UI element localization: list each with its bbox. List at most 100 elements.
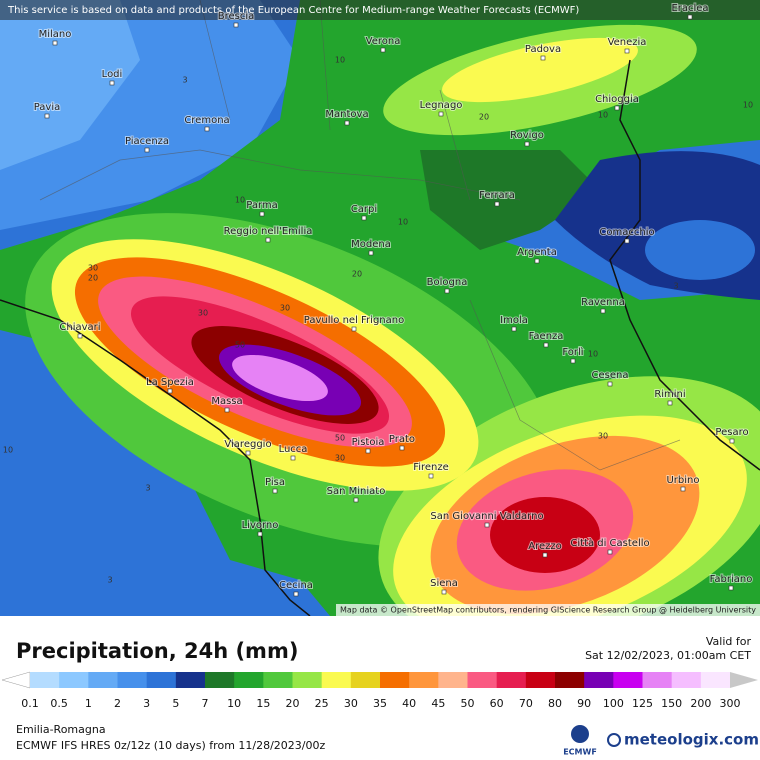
color-segment [642,672,673,688]
legend: Precipitation, 24h (mm) Valid for Sat 12… [1,635,759,757]
contour-label: 10 [743,101,753,110]
city-dot [399,445,405,451]
precip-area [0,0,140,170]
city-label: Parma [246,200,278,211]
city: Milano [38,28,72,46]
city: Fabriano [709,573,753,591]
color-segment [292,672,323,688]
city-label: Città di Castello [570,537,649,549]
city-label: Modena [351,239,391,250]
color-segment [613,672,643,688]
city: Eraclea [670,2,710,20]
colorbar-label: 125 [632,697,653,710]
contour-label: 20 [88,274,98,283]
header-bar [0,0,760,20]
city: Verona [365,35,401,53]
city-label: Carpi [351,204,377,215]
city: Parma [245,199,279,217]
legend-title: Precipitation, 24h (mm) [16,639,298,663]
contour-label: 30 [198,309,208,318]
city: Comacchio [598,226,656,244]
colorbar-label: 15 [256,697,270,710]
colorbar-label: 50 [461,697,475,710]
contour-label: 3 [673,282,678,291]
city-dot [607,549,613,555]
city-label: Prato [389,434,415,445]
city: Reggio nell'Emilia [223,225,313,243]
colorbar-label: 40 [402,697,416,710]
city-label: Pavia [34,102,61,113]
border [39,0,681,471]
city-dot [543,342,549,348]
city-dot [534,258,540,264]
city-dot [368,250,374,256]
city-label: Mantova [325,109,368,120]
city: Cesena [591,369,629,387]
city: Lodi [101,68,123,86]
color-segment [30,672,60,688]
city-label: Rimini [654,389,685,400]
city-label: Viareggio [224,439,271,450]
city: Modena [350,238,392,256]
color-segment [671,672,702,688]
precip-area [232,354,328,402]
color-segment [496,672,527,688]
contour-label: 30 [335,454,345,463]
map: This service is based on data and produc… [0,0,760,616]
city-dot [233,22,239,28]
colorbar-label: 20 [286,697,300,710]
city-label: Piacenza [125,136,169,147]
city: Cremona [183,114,231,132]
color-segment [584,672,614,688]
city-dot [44,113,50,119]
city-dot [380,47,386,53]
city: Bologna [426,276,468,294]
city: Forlì [561,345,585,364]
color-segment [555,672,585,688]
city-dot [365,448,371,454]
city-label: Pavullo nel Frignano [304,315,404,326]
contour-label: 10 [335,56,345,65]
city-label: Imola [500,315,528,326]
color-segment [88,672,118,688]
city: Prato [388,433,416,451]
valid-label: Valid for [706,635,752,648]
city-dot [224,407,230,413]
city-label: Fabriano [710,574,753,585]
contour-label: 50 [335,434,345,443]
city-dot [607,381,613,387]
city-label: La Spezia [146,377,194,388]
city-dot [259,211,265,217]
city-dot [109,80,115,86]
city: Padova [524,43,562,61]
city: San Miniato [326,485,386,503]
colorbar-label: 80 [548,697,562,710]
contour-label: 10 [398,218,408,227]
colorbar-label: 3 [143,697,150,710]
city-dot [290,455,296,461]
city-label: Lodi [102,69,123,80]
colorbar-label: 200 [690,697,711,710]
color-segment [438,672,468,688]
color-segment [234,672,264,688]
city: Pesaro [714,426,750,444]
precip-area [490,497,600,573]
city-dot [52,40,58,46]
colorbar-label: 2 [114,697,121,710]
meteologix-logo [607,733,621,747]
city: Città di Castello [569,536,651,555]
city: Pistoia [351,436,385,454]
valid-time: Sat 12/02/2023, 01:00am CET [585,649,751,662]
city-dot [438,111,444,117]
contour-label: 30 [88,264,98,273]
city-label: Massa [211,396,242,407]
region: Emilia-Romagna [16,723,106,736]
city-dot [344,120,350,126]
city-label: Venezia [608,37,647,48]
city-dot [444,288,450,294]
city-label: Bologna [427,277,468,288]
city-dot [265,237,271,243]
city: La Spezia [145,376,195,394]
city-dot [361,215,367,221]
colorbar-label: 1 [85,697,92,710]
